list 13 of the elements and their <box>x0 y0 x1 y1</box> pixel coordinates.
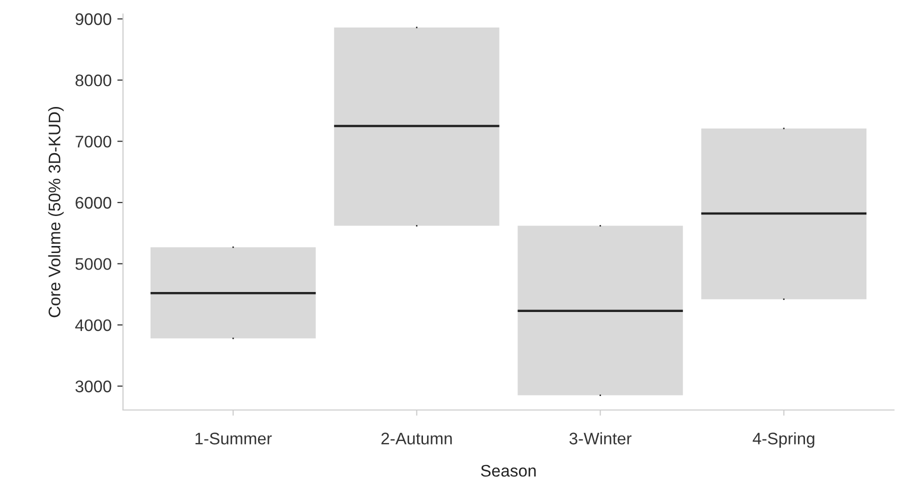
y-tick-label: 4000 <box>75 319 112 332</box>
y-tick-label: 5000 <box>75 258 112 270</box>
x-axis-title: Season <box>480 464 536 477</box>
x-tick-label: 1-Summer <box>196 432 272 444</box>
x-tick-label: 4-Spring <box>752 432 814 448</box>
x-tick-label: 2-Autumn <box>381 432 452 444</box>
y-tick-label: 6000 <box>76 196 112 209</box>
y-tick-label: 8000 <box>76 74 112 86</box>
y-axis-title: Core Volume (50% 3D-KUD) <box>48 106 64 318</box>
x-tick-label: 3-Winter <box>569 432 632 444</box>
y-tick-label: 7000 <box>76 136 112 148</box>
y-tick-label: 9000 <box>76 13 112 26</box>
y-tick-label: 3000 <box>75 380 112 392</box>
